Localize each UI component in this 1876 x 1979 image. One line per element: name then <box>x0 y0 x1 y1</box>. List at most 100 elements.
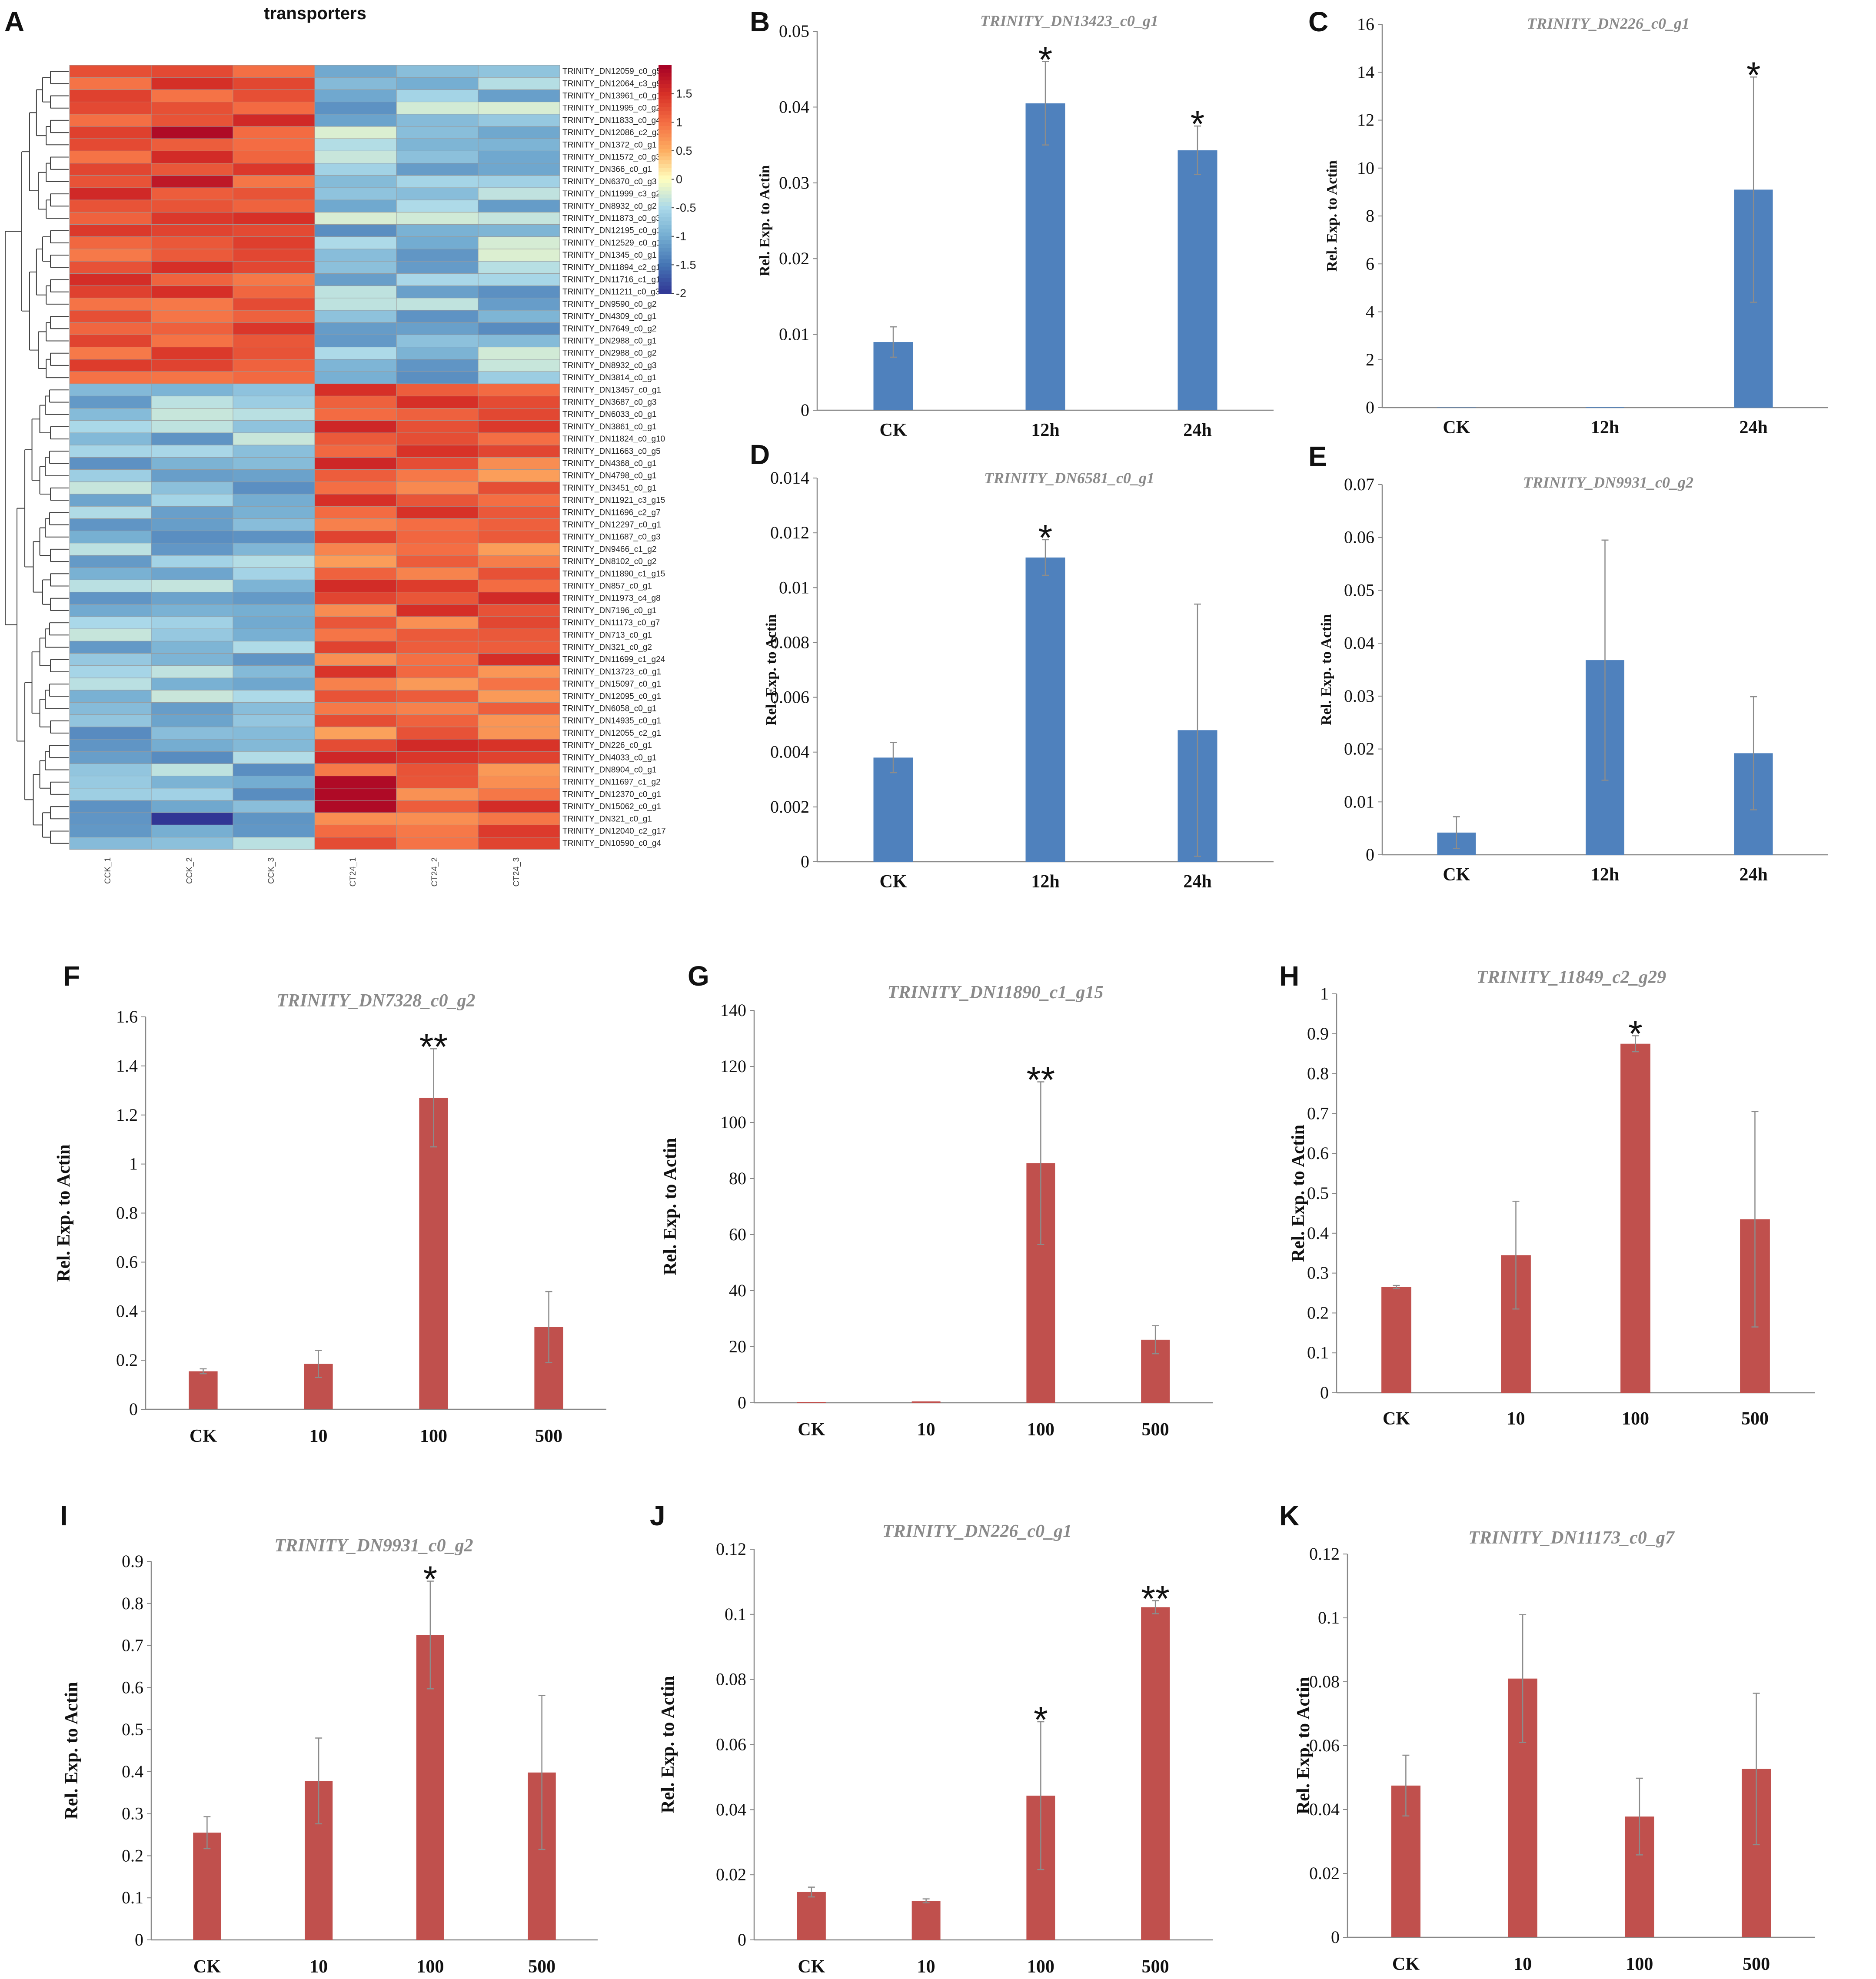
heatmap-cell <box>478 408 560 421</box>
heatmap-cell <box>478 531 560 544</box>
heatmap-cell <box>478 567 560 580</box>
heatmap-gene-label: TRINITY_DN713_c0_g1 <box>562 631 652 640</box>
heatmap-cell <box>314 531 397 544</box>
panel-label: J <box>650 1500 665 1531</box>
x-tick-label: CK <box>880 872 907 892</box>
colorbar-segment <box>659 141 672 146</box>
heatmap-gene-label: TRINITY_DN4798_c0_g1 <box>562 472 657 481</box>
heatmap-cell <box>233 126 315 139</box>
panel-label: H <box>1279 960 1299 992</box>
heatmap-cell <box>151 555 233 568</box>
heatmap-cell <box>233 371 315 384</box>
heatmap-cell <box>151 77 233 90</box>
x-tick-label: 12h <box>1031 872 1059 892</box>
heatmap-cell <box>69 665 152 678</box>
heatmap-gene-label: TRINITY_DN9590_c0_g2 <box>562 300 657 309</box>
x-tick-label: 10 <box>1513 1954 1532 1974</box>
heatmap-cell <box>151 102 233 115</box>
y-tick-label: 0.6 <box>122 1677 143 1697</box>
heatmap-cell <box>151 199 233 213</box>
heatmap-cell <box>69 555 152 568</box>
colorbar-segment <box>659 160 672 165</box>
heatmap-cell <box>396 690 479 703</box>
heatmap-cell <box>478 261 560 274</box>
heatmap-gene-label: TRINITY_DN11699_c1_g24 <box>562 655 665 664</box>
heatmap-cell <box>396 298 479 311</box>
colorbar-segment <box>659 198 672 203</box>
x-tick-label: 500 <box>1741 1409 1769 1429</box>
heatmap-cell <box>233 89 315 103</box>
heatmap-gene-label: TRINITY_DN15097_c0_g1 <box>562 680 661 689</box>
y-tick-label: 20 <box>729 1337 746 1356</box>
bar-chart-i: I TRINITY_DN9931_c0_g2 0 0.1 0.2 0.3 0.4 0.5 0.6… <box>60 1500 598 1977</box>
heatmap-cell <box>314 310 397 323</box>
heatmap-cell <box>396 665 479 678</box>
heatmap-cell <box>478 371 560 384</box>
y-tick-label: 0.2 <box>116 1350 138 1370</box>
y-tick-label: 0 <box>801 400 809 420</box>
heatmap-cell <box>69 163 152 176</box>
heatmap-cell <box>478 506 560 519</box>
colorbar-segment <box>659 73 672 77</box>
y-tick-label: 0.04 <box>716 1800 746 1819</box>
heatmap-gene-label: TRINITY_DN6058_c0_g1 <box>562 704 657 714</box>
heatmap-gene-label: TRINITY_DN3687_c0_g3 <box>562 398 657 407</box>
heatmap-cell <box>233 641 315 654</box>
heatmap-cell <box>233 481 315 495</box>
colorbar-segment <box>659 175 672 180</box>
heatmap-cell <box>233 347 315 360</box>
colorbar-segment <box>659 229 672 233</box>
heatmap-cell <box>396 347 479 360</box>
colorbar-segment <box>659 76 672 81</box>
heatmap-cell <box>69 837 152 850</box>
x-tick-label: 10 <box>1507 1409 1525 1429</box>
y-tick-label: 4 <box>1366 302 1374 322</box>
heatmap-cell <box>233 690 315 703</box>
heatmap-cell <box>314 371 397 384</box>
heatmap-column-label: CT24_3 <box>512 857 521 887</box>
heatmap-cell <box>478 432 560 445</box>
heatmap-cell <box>69 543 152 556</box>
bar <box>193 1833 221 1940</box>
bar <box>1177 150 1217 411</box>
heatmap-gene-label: TRINITY_DN11173_c0_g7 <box>562 618 660 628</box>
heatmap-cell <box>151 432 233 445</box>
heatmap-cell <box>396 824 479 838</box>
y-tick-label: 0.02 <box>1309 1863 1340 1883</box>
heatmap-cell <box>478 481 560 495</box>
heatmap-cell <box>69 531 152 544</box>
heatmap-cell <box>233 420 315 433</box>
colorbar-segment <box>659 92 672 96</box>
heatmap-cell <box>69 420 152 433</box>
heatmap-cell <box>151 408 233 421</box>
heatmap-cell <box>233 739 315 752</box>
heatmap-cell <box>151 261 233 274</box>
colorbar-segment <box>659 202 672 206</box>
heatmap-cell <box>151 163 233 176</box>
heatmap-cell <box>151 395 233 409</box>
y-tick-label: 0 <box>738 1393 746 1412</box>
bar-chart-d: D TRINITY_DN6581_c0_g1 0 0.002 0.004 0.006 0.0… <box>750 439 1274 892</box>
heatmap-cell <box>314 579 397 593</box>
x-tick-label: CK <box>193 1957 221 1977</box>
heatmap-gene-label: TRINITY_DN226_c0_g1 <box>562 741 652 750</box>
x-tick-label: 12h <box>1591 418 1619 438</box>
heatmap-gene-label: TRINITY_DN11973_c4_g8 <box>562 594 661 603</box>
y-tick-label: 40 <box>729 1281 746 1300</box>
heatmap-cell <box>478 616 560 629</box>
heatmap-cell <box>314 408 397 421</box>
heatmap-cell <box>69 788 152 801</box>
heatmap-cell <box>69 690 152 703</box>
heatmap-cell <box>233 469 315 482</box>
y-tick-label: 0 <box>1331 1927 1340 1947</box>
heatmap-cell <box>151 89 233 103</box>
x-tick-label: 100 <box>1626 1954 1653 1974</box>
heatmap-cell <box>396 371 479 384</box>
y-tick-label: 0.5 <box>122 1720 143 1739</box>
heatmap-cell <box>314 469 397 482</box>
y-tick-label: 0.05 <box>779 21 809 41</box>
chart-title: TRINITY_DN9931_c0_g2 <box>1523 474 1693 491</box>
colorbar-segment <box>659 126 672 130</box>
heatmap-gene-label: TRINITY_DN2988_c0_g2 <box>562 349 657 358</box>
heatmap-cell <box>396 322 479 335</box>
